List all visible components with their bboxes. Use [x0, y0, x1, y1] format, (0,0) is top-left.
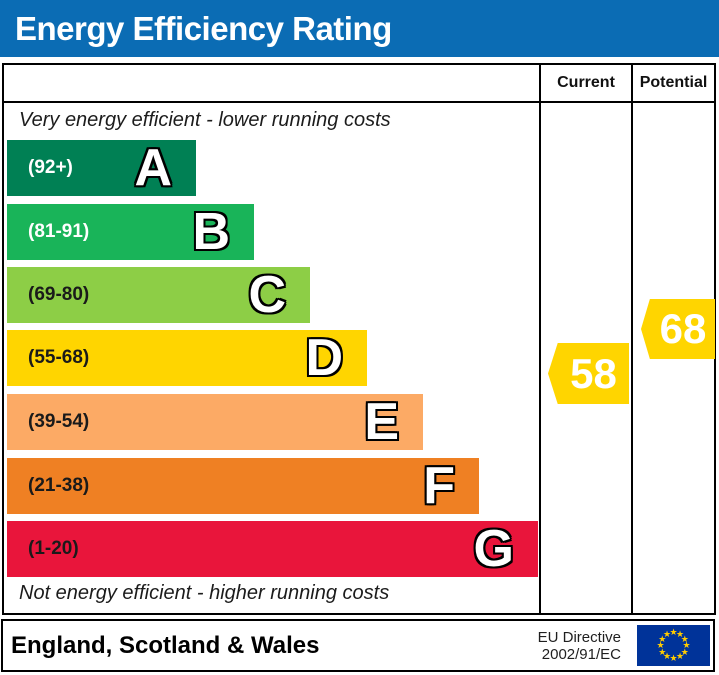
band-range: (1-20) — [28, 538, 79, 559]
band-e: (39-54) E — [7, 394, 423, 450]
potential-rating-arrow: 68 — [641, 299, 715, 359]
page-title: Energy Efficiency Rating — [15, 9, 392, 47]
band-letter: A — [134, 139, 172, 197]
rating-table: Current Potential Very energy efficient … — [2, 63, 716, 615]
current-column-header: Current — [557, 74, 615, 91]
current-rating-value: 58 — [570, 349, 617, 397]
band-letter: G — [473, 520, 514, 578]
current-rating-arrow: 58 — [548, 343, 629, 404]
band-a: (92+) A — [7, 140, 196, 196]
eu-directive-line2: 2002/91/EC — [541, 645, 621, 663]
star-icon: ★ — [662, 651, 672, 662]
star-icon: ★ — [656, 640, 665, 650]
band-letter: B — [192, 203, 230, 261]
star-icon: ★ — [682, 640, 691, 650]
band-range: (21-38) — [28, 475, 90, 496]
potential-rating-value: 68 — [659, 305, 707, 352]
header-row — [4, 65, 714, 103]
band-d: (55-68) D — [7, 330, 367, 386]
star-icon: ★ — [658, 633, 667, 644]
eu-flag-icon: ★ ★ ★ ★ ★ ★ ★ ★ ★ ★ ★ ★ — [637, 625, 710, 666]
band-c: (69-80) C — [7, 267, 310, 323]
band-letter: D — [305, 329, 343, 387]
band-b: (81-91) B — [7, 204, 254, 260]
band-range: (39-54) — [28, 411, 90, 432]
band-letter: F — [423, 457, 455, 515]
eu-directive-line1: EU Directive — [537, 628, 621, 646]
band-g: (1-20) G — [7, 521, 538, 577]
band-range: (81-91) — [28, 221, 90, 242]
star-icon: ★ — [658, 646, 667, 657]
star-icon: ★ — [675, 651, 685, 662]
band-range: (55-68) — [28, 347, 90, 368]
star-icon: ★ — [662, 628, 672, 639]
top-note: Very energy efficient - lower running co… — [19, 109, 391, 131]
eu-directive-label: EU Directive 2002/91/EC — [538, 629, 621, 663]
star-icon: ★ — [675, 628, 685, 639]
potential-column-divider — [631, 65, 633, 613]
star-icon: ★ — [680, 646, 689, 657]
star-icon: ★ — [669, 627, 678, 637]
band-letter: E — [364, 393, 399, 451]
star-icon: ★ — [680, 633, 689, 644]
star-icon: ★ — [669, 653, 678, 663]
band-f: (21-38) F — [7, 458, 479, 514]
band-range: (69-80) — [28, 284, 90, 305]
region-label: England, Scotland & Wales — [11, 631, 320, 659]
bottom-note: Not energy efficient - higher running co… — [19, 582, 390, 604]
footer-bar: England, Scotland & Wales EU Directive 2… — [1, 619, 715, 672]
current-column-divider — [539, 65, 541, 613]
band-letter: C — [248, 266, 286, 324]
potential-column-header: Potential — [639, 74, 708, 91]
band-range: (92+) — [28, 157, 73, 178]
title-bar: Energy Efficiency Rating — [0, 0, 719, 57]
